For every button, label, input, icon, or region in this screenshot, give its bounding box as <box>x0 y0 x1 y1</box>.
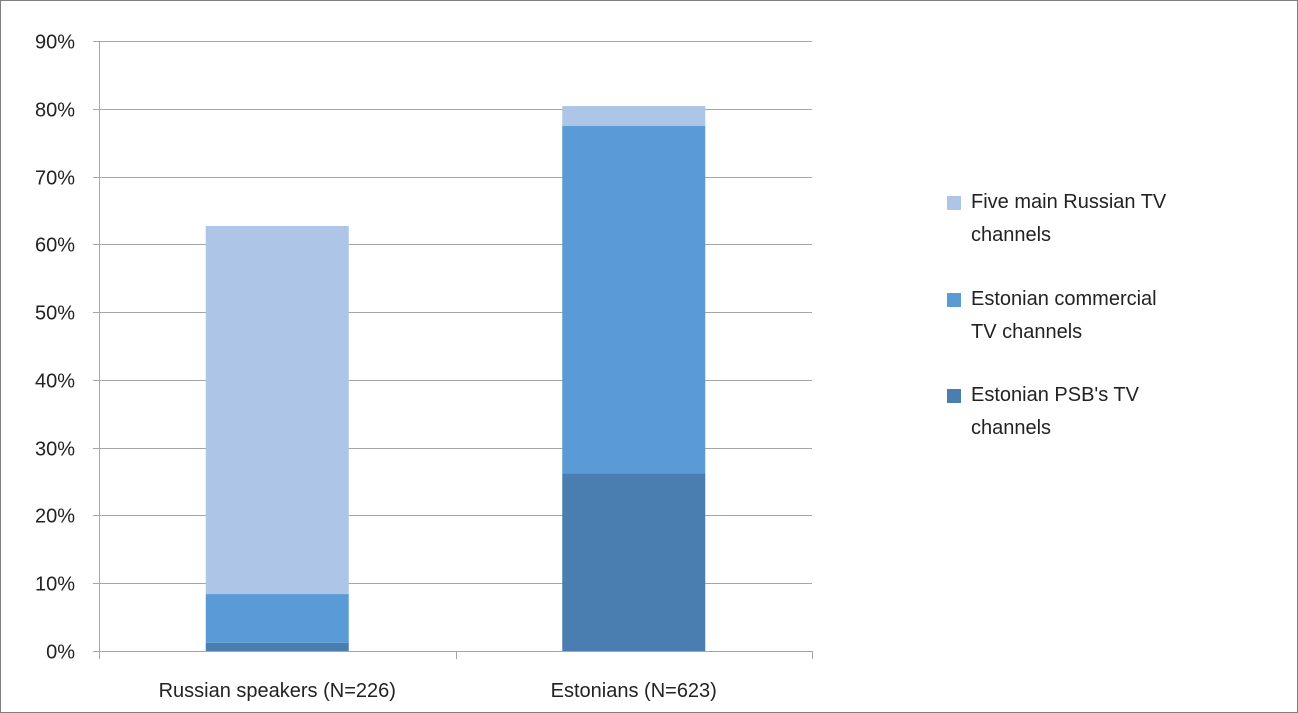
legend-label: channels <box>971 224 1051 246</box>
axes: 0% 10% 20% 30% 40% 50% 60% 70% 80% 90% Russian spe… <box>35 32 813 702</box>
y-tick-label: 10% <box>35 574 75 596</box>
bar-segment-commercial-1 <box>562 125 706 474</box>
y-tick-label: 0% <box>46 642 75 664</box>
x-category-label: Russian speakers (N=226) <box>159 680 396 702</box>
legend-swatch <box>947 196 961 210</box>
legend: Five main Russian TV channels Estonian com… <box>947 191 1167 439</box>
legend-label: TV channels <box>971 321 1082 343</box>
x-category-label: Estonians (N=623) <box>551 680 717 702</box>
bar-segment-psb-0 <box>205 642 349 651</box>
bar-segment-psb-1 <box>562 473 706 651</box>
bar-segment-russian-1 <box>562 106 706 126</box>
bars <box>205 106 706 651</box>
y-tick-label: 80% <box>35 100 75 122</box>
y-tick-label: 50% <box>35 303 75 325</box>
legend-label: Estonian PSB's TV <box>971 384 1140 406</box>
bar-segment-commercial-0 <box>205 594 349 643</box>
y-tick-label: 20% <box>35 506 75 528</box>
legend-label: Five main Russian TV <box>971 191 1167 213</box>
legend-swatch <box>947 293 961 307</box>
legend-label: Estonian commercial <box>971 288 1157 310</box>
y-tick-label: 70% <box>35 168 75 190</box>
bar-segment-russian-0 <box>205 226 349 595</box>
y-tick-label: 30% <box>35 439 75 461</box>
legend-label: channels <box>971 417 1051 439</box>
legend-swatch <box>947 389 961 403</box>
y-tick-label: 90% <box>35 32 75 54</box>
y-tick-label: 40% <box>35 371 75 393</box>
y-tick-label: 60% <box>35 235 75 257</box>
